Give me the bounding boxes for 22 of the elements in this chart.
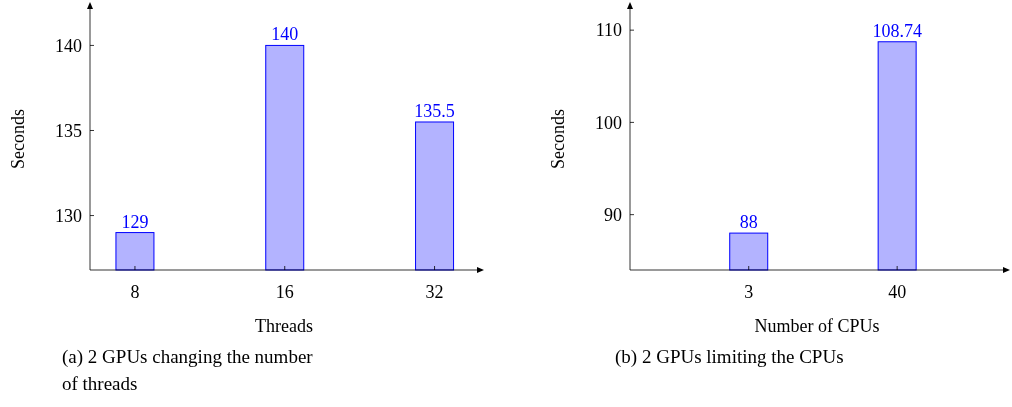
y-tick-label: 110 — [595, 20, 622, 41]
data-label: 129 — [121, 211, 149, 232]
x-tick-label: 8 — [130, 282, 140, 302]
text: (b) 2 GPUs limiting the CPUs — [615, 346, 844, 368]
y-tick-label: 100 — [595, 112, 622, 133]
x-tick-label: 32 — [425, 282, 444, 302]
x-axis-title: Number of CPUs — [754, 316, 880, 336]
x-tick-label: 16 — [275, 282, 294, 302]
data-label: 108.74 — [872, 20, 922, 41]
y-tick-label: 90 — [604, 204, 622, 225]
data-label: 88 — [739, 212, 758, 233]
x-tick-label: 40 — [888, 282, 907, 302]
data-label: 140 — [271, 24, 299, 45]
y-axis-title: Seconds — [8, 109, 28, 169]
y-axis-title: Seconds — [548, 109, 568, 169]
y-tick-label: 135 — [55, 120, 82, 141]
x-axis-title: Threads — [255, 316, 313, 336]
y-tick-label: 140 — [55, 35, 82, 56]
x-tick-label: 3 — [744, 282, 754, 302]
text: (a) 2 GPUs changing the number of threads — [62, 346, 314, 394]
y-tick-label: 130 — [55, 205, 82, 226]
data-label: 135.5 — [414, 100, 455, 121]
